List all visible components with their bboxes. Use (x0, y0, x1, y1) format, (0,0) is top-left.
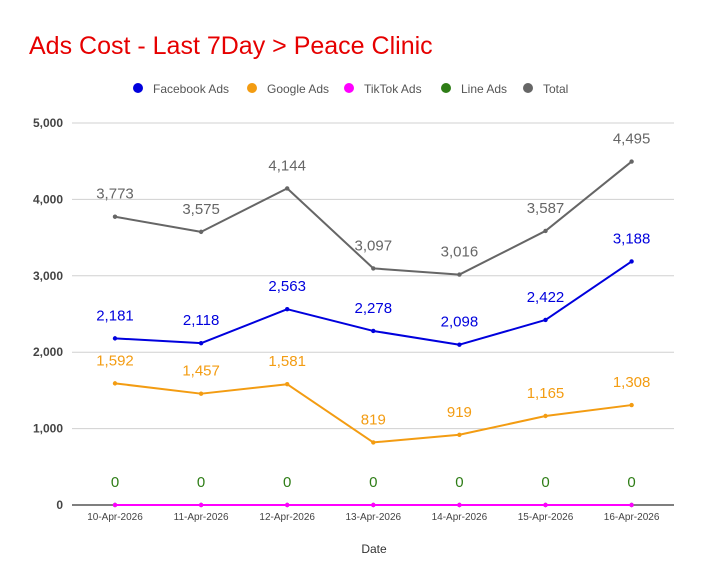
data-label: 2,563 (268, 278, 306, 295)
x-tick-label: 14-Apr-2026 (432, 512, 488, 523)
x-tick-label: 12-Apr-2026 (259, 512, 315, 523)
series-line (114, 160, 633, 276)
data-point (629, 502, 634, 508)
data-point (285, 502, 290, 508)
data-point (543, 413, 548, 419)
data-label: 3,773 (96, 186, 134, 203)
legend: Facebook Ads Google Ads TikTok Ads Line Ads… (133, 82, 568, 96)
legend-label: Total (543, 82, 568, 96)
data-label: 1,457 (182, 363, 220, 380)
data-label: 2,118 (183, 312, 219, 329)
legend-marker (133, 83, 143, 93)
data-point (198, 229, 204, 235)
data-label: 0 (541, 474, 549, 491)
data-label: 2,181 (96, 307, 134, 324)
chart-title: Ads Cost - Last 7Day > Peace Clinic (29, 32, 433, 60)
data-point (543, 228, 548, 234)
data-point (112, 502, 118, 508)
legend-label: Facebook Ads (153, 82, 229, 96)
data-label: 2,278 (355, 300, 393, 317)
x-axis-ticks: 10-Apr-2026 11-Apr-2026 12-Apr-2026 13-Apr-… (87, 512, 660, 523)
x-tick-label: 16-Apr-2026 (604, 512, 660, 523)
data-label: 2,422 (527, 289, 565, 306)
data-point (112, 214, 118, 219)
data-point (285, 186, 290, 191)
x-tick-label: 10-Apr-2026 (87, 512, 143, 523)
data-point (198, 502, 204, 508)
x-tick-label: 11-Apr-2026 (174, 512, 229, 523)
data-label: 0 (197, 474, 205, 491)
data-label: 0 (455, 474, 463, 491)
y-axis-ticks: 0 1,000 2,000 3,000 4,000 5,000 (33, 116, 63, 512)
data-label: 0 (283, 474, 291, 491)
legend-label: TikTok Ads (364, 82, 422, 96)
legend-marker (247, 83, 257, 93)
data-label: 3,188 (613, 230, 651, 247)
data-point (371, 328, 376, 334)
y-tick-label: 1,000 (33, 422, 63, 436)
legend-marker (441, 83, 451, 93)
y-tick-label: 2,000 (33, 345, 63, 359)
data-label: 1,581 (268, 353, 306, 370)
data-point (457, 432, 462, 437)
data-point (457, 272, 462, 277)
data-point (629, 402, 634, 408)
data-point (543, 317, 548, 323)
series-lines (112, 159, 634, 508)
data-point (457, 342, 462, 347)
data-point (629, 159, 634, 164)
data-label: 919 (447, 404, 472, 421)
x-tick-label: 15-Apr-2026 (518, 512, 574, 523)
legend-marker (523, 83, 533, 93)
data-label: 2,098 (441, 314, 479, 331)
data-point (198, 391, 204, 396)
y-tick-label: 0 (56, 498, 63, 512)
data-point (112, 381, 118, 386)
data-label: 0 (627, 474, 635, 491)
data-labels: 2,181 2,118 2,563 2,278 2,098 2,422 3,188 1,592… (96, 131, 650, 491)
data-point (543, 502, 548, 508)
data-label: 4,144 (268, 157, 306, 174)
data-label: 0 (111, 474, 119, 491)
data-point (112, 336, 118, 341)
data-label: 1,308 (613, 374, 651, 391)
legend-label: Line Ads (461, 82, 507, 96)
data-point (285, 382, 290, 387)
data-point (198, 340, 204, 346)
y-tick-label: 3,000 (33, 269, 63, 283)
data-label: 819 (361, 411, 386, 428)
data-label: 1,592 (96, 352, 134, 369)
data-point (371, 502, 376, 508)
data-label: 4,495 (613, 131, 651, 148)
data-label: 3,097 (355, 237, 393, 254)
x-axis-label: Date (361, 542, 387, 556)
data-label: 3,587 (527, 200, 565, 217)
data-point (371, 266, 376, 271)
y-tick-label: 5,000 (33, 116, 63, 130)
x-tick-label: 13-Apr-2026 (346, 512, 402, 523)
data-label: 1,165 (527, 385, 565, 402)
data-point (371, 440, 376, 445)
legend-marker (344, 83, 354, 93)
data-point (629, 259, 634, 264)
data-label: 3,575 (182, 201, 220, 218)
data-point (457, 502, 462, 508)
legend-label: Google Ads (267, 82, 329, 96)
data-label: 0 (369, 474, 377, 491)
y-tick-label: 4,000 (33, 192, 63, 206)
data-point (285, 306, 290, 312)
data-label: 3,016 (441, 244, 479, 261)
